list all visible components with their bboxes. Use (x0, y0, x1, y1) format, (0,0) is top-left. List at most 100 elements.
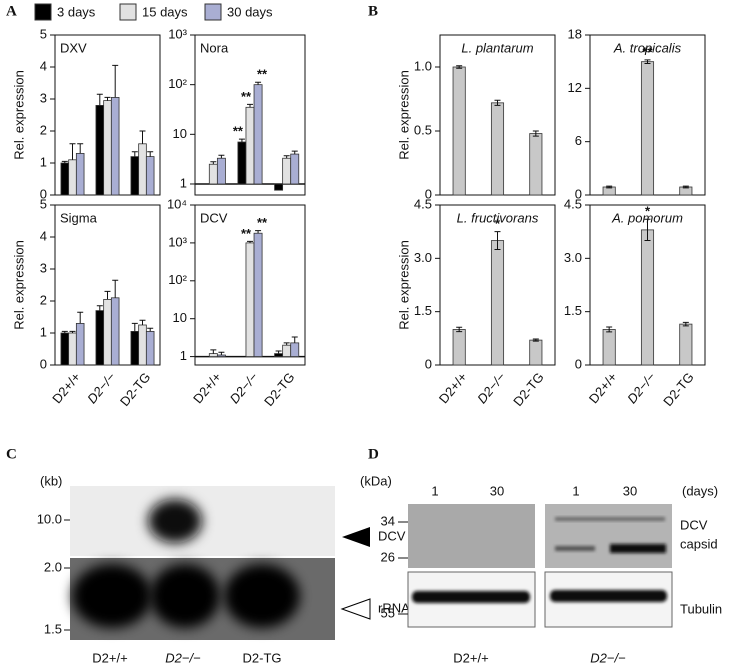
bar (245, 242, 255, 357)
y-axis-label: Rel. expression (11, 240, 26, 330)
y-tick-label: 2 (40, 122, 47, 137)
bar (237, 141, 247, 185)
chart-title: DXV (60, 40, 87, 55)
x-tick-label: D2-TG (510, 369, 547, 409)
x-tick-label: D2+/+ (49, 369, 83, 406)
band (224, 564, 300, 628)
error-bar (456, 326, 463, 333)
band-label: Tubulin (680, 601, 722, 616)
y-tick-label: 5 (40, 26, 47, 41)
bar (95, 310, 105, 366)
bar (95, 105, 105, 196)
error-bar (77, 143, 84, 154)
chart: L. plantarum Rel. expression 0 0.5 1.0 (396, 34, 556, 201)
bar (103, 298, 112, 366)
bar (640, 61, 655, 196)
bar (110, 97, 120, 196)
error-bar (69, 143, 76, 160)
timepoint: 1 (572, 483, 579, 498)
legend-label: 3 days (57, 4, 96, 19)
error-bar (291, 150, 298, 155)
significance-label: ** (257, 67, 268, 82)
error-bar (283, 155, 290, 159)
timepoint: 1 (431, 483, 438, 498)
bar (253, 84, 263, 185)
y-tick-label: 3.0 (414, 250, 432, 265)
error-bar (131, 322, 138, 332)
chart: Nora 1 10 10² 10³ ** ** ** (168, 26, 306, 196)
chart-title: DCV (200, 210, 228, 225)
legend-label: 15 days (142, 4, 188, 19)
western-blot: (kDa) 1 30 1 30 (days) 34 26 55 DCV caps… (360, 473, 722, 665)
error-bar (61, 330, 68, 333)
bar (216, 354, 226, 357)
x-tick-label: D2-TG (261, 369, 298, 409)
bar (529, 339, 543, 366)
y-tick-label: 6 (575, 133, 582, 148)
y-tick-label: 1 (180, 175, 187, 190)
timepoint: 30 (623, 483, 637, 498)
time-unit: (days) (682, 483, 718, 498)
error-bar (112, 279, 119, 298)
band (72, 564, 152, 628)
error-bar (131, 151, 138, 157)
band (150, 564, 220, 628)
y-tick-label: 3 (40, 260, 47, 275)
error-bar (69, 330, 76, 333)
genotype-label: D2+/+ (453, 650, 488, 665)
plot-frame (194, 34, 306, 196)
significance-label: ** (241, 226, 252, 241)
y-tick-label: 5 (40, 196, 47, 211)
x-tick-label: D2−/− (84, 369, 119, 406)
significance-label: ** (233, 124, 244, 139)
y-tick-label: 0.5 (414, 122, 432, 137)
band-label: DCV (378, 528, 406, 543)
error-bar (96, 93, 103, 106)
y-tick-label: 2 (40, 292, 47, 307)
chart-title: A. pomorum (611, 210, 683, 225)
error-bar (494, 99, 501, 106)
error-bar (77, 311, 84, 324)
chart: A. pomorum 0 1.5 3.0 4.5 D2+/+ D2−/− * D2-TG (564, 196, 706, 409)
error-bar (139, 319, 146, 325)
significance-label: ** (257, 215, 268, 230)
bar (60, 332, 70, 366)
chart-title: Nora (200, 40, 229, 55)
error-bar (275, 350, 282, 354)
band (610, 544, 666, 553)
y-tick-label: 10 (173, 126, 187, 141)
bar (110, 297, 120, 366)
significance-label: * (495, 216, 501, 231)
band (550, 590, 667, 602)
y-tick-label: 1 (40, 154, 47, 169)
y-tick-label: 4.5 (564, 196, 582, 211)
chart: DCV 1 10 10² 10³ 10⁴ D2+/+ D2−/− ** ** D2-TG (167, 196, 306, 409)
y-tick-label: 4.5 (414, 196, 432, 211)
bar (130, 156, 140, 196)
error-bar (210, 349, 217, 354)
x-tick-label: D2−/− (474, 369, 509, 406)
blot-top (545, 504, 672, 568)
band (555, 546, 595, 551)
y-axis-label: Rel. expression (396, 240, 411, 330)
chart: L. fructivorans Rel. expression 0 1.5 3.0 4.5… (396, 196, 556, 409)
band-label: DCV (680, 517, 708, 532)
panel-label: C (6, 446, 17, 462)
marker: 55 (381, 605, 395, 620)
error-bar (238, 138, 245, 143)
error-bar (494, 231, 501, 250)
error-bar (255, 81, 262, 85)
lane-label: D2+/+ (92, 650, 127, 665)
band (412, 591, 530, 603)
error-bar (139, 130, 146, 144)
bar (490, 240, 505, 366)
x-tick-label: D2−/− (624, 369, 659, 406)
bar (274, 353, 284, 357)
bar (290, 153, 300, 185)
error-bar (532, 338, 539, 342)
bar (245, 106, 255, 185)
significance-label: * (645, 204, 651, 219)
legend-label: 30 days (227, 4, 273, 19)
bar (68, 159, 77, 196)
y-tick-label: 1.5 (564, 303, 582, 318)
